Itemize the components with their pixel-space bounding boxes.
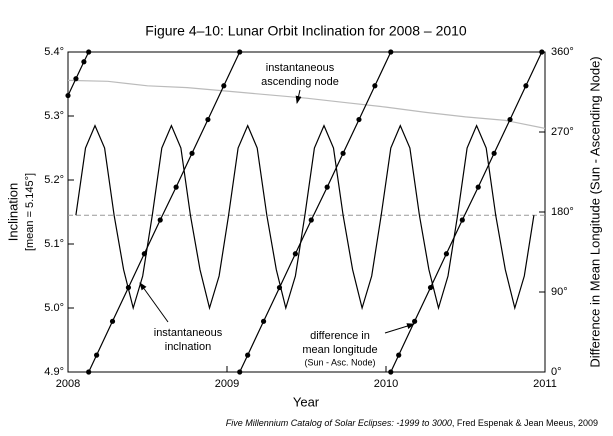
annotation: ascending node: [261, 76, 339, 88]
footer-authors: , Fred Espenak & Jean Meeus, 2009: [452, 418, 598, 428]
y-tick-label: 5.0°: [44, 302, 64, 314]
chart-title: Figure 4–10: Lunar Orbit Inclination for…: [145, 23, 467, 39]
point: [308, 217, 314, 223]
point: [86, 369, 92, 375]
annotation: (Sun - Asc. Node): [304, 357, 375, 367]
x-tick-label: 2009: [215, 378, 239, 390]
annotation-arrow: [139, 282, 169, 323]
point: [340, 150, 346, 156]
point: [157, 217, 163, 223]
x-tick-label: 2011: [533, 378, 557, 390]
point: [86, 49, 92, 55]
point: [260, 318, 267, 324]
annotation: instantaneous: [266, 62, 335, 74]
point: [539, 49, 545, 55]
y-tick-label: 5.1°: [44, 238, 64, 250]
point: [412, 318, 418, 324]
y-axis-sublabel: [mean = 5.145°]: [24, 173, 36, 251]
point: [205, 116, 211, 123]
point: [356, 116, 362, 123]
point: [276, 284, 283, 291]
y2-axis-label: Difference in Mean Longitude (Sun - Asce…: [587, 56, 602, 367]
y-tick-label: 5.2°: [44, 174, 64, 186]
point: [189, 150, 195, 156]
y2-tick-label: 180°: [551, 206, 574, 218]
point: [94, 352, 100, 358]
point: [109, 318, 116, 324]
point: [141, 251, 147, 257]
annotation-arrow: [295, 89, 302, 104]
point: [396, 352, 402, 358]
point: [427, 284, 434, 291]
series-line: [75, 124, 535, 311]
point: [65, 92, 71, 99]
point: [221, 83, 227, 89]
x-tick-label: 2010: [374, 378, 398, 390]
point: [459, 217, 465, 223]
point: [292, 251, 298, 257]
point: [475, 184, 481, 190]
point: [388, 369, 394, 375]
point: [491, 150, 497, 156]
point: [507, 116, 513, 123]
series-line: [67, 79, 546, 129]
y-tick-label: 4.9°: [44, 366, 64, 378]
point: [237, 49, 243, 55]
annotation: inclnation: [165, 341, 211, 353]
point: [237, 369, 243, 375]
point: [125, 284, 132, 291]
annotation: mean longitude: [302, 344, 377, 356]
point: [245, 352, 251, 358]
plot-frame: [67, 51, 546, 373]
y2-tick-label: 0°: [551, 366, 562, 378]
point: [81, 59, 87, 65]
annotation: difference in: [310, 330, 370, 342]
point: [73, 76, 79, 82]
y-tick-label: 5.4°: [44, 46, 64, 58]
point: [324, 184, 330, 190]
point: [523, 83, 529, 89]
y-tick-label: 5.3°: [44, 110, 64, 122]
y2-tick-label: 90°: [551, 286, 568, 298]
x-tick-label: 2008: [56, 378, 80, 390]
point: [388, 49, 394, 55]
footer: Five Millennium Catalog of Solar Eclipse…: [226, 418, 598, 428]
y-axis-label: Inclination: [5, 183, 20, 242]
y2-tick-label: 360°: [551, 46, 574, 58]
annotation-arrow: [384, 323, 415, 334]
point: [173, 184, 179, 190]
annotation: instantaneous: [154, 327, 223, 339]
footer-source: Five Millennium Catalog of Solar Eclipse…: [226, 418, 452, 428]
point: [372, 83, 378, 89]
point: [443, 251, 450, 257]
x-axis-label: Year: [293, 394, 320, 409]
y2-tick-label: 270°: [551, 126, 574, 138]
